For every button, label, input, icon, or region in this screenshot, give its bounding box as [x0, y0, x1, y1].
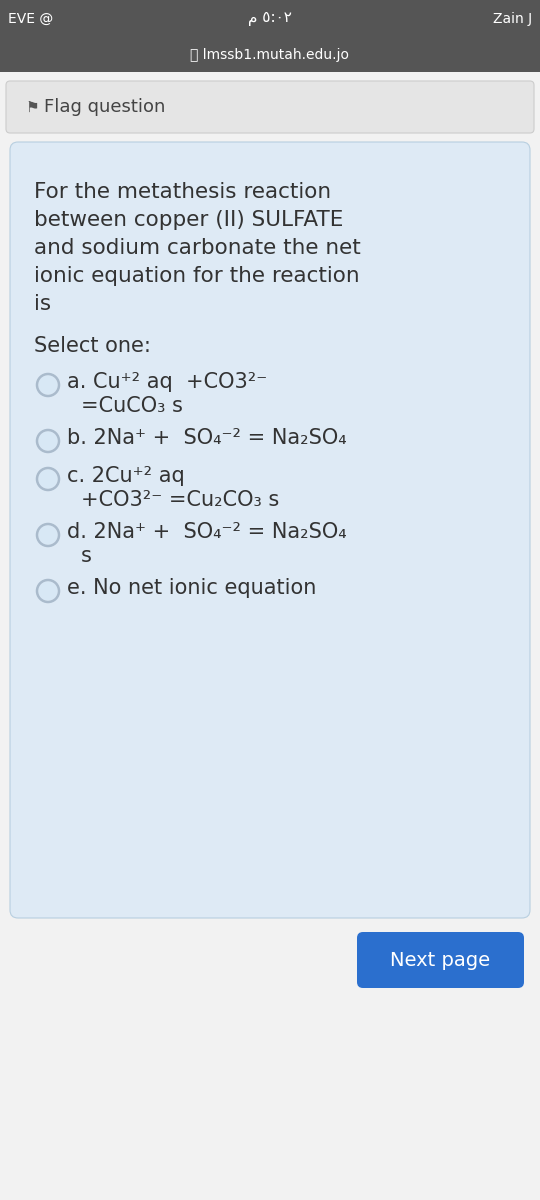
- Circle shape: [38, 432, 57, 450]
- FancyBboxPatch shape: [0, 0, 540, 38]
- Text: c. 2Cu⁺² aq: c. 2Cu⁺² aq: [67, 466, 185, 486]
- Text: b. 2Na⁺ +  SO₄⁻² = Na₂SO₄: b. 2Na⁺ + SO₄⁻² = Na₂SO₄: [67, 428, 347, 448]
- Circle shape: [38, 526, 57, 545]
- FancyBboxPatch shape: [0, 72, 540, 1200]
- Text: EVE @: EVE @: [8, 12, 53, 26]
- Circle shape: [38, 469, 57, 488]
- Text: Next page: Next page: [390, 950, 490, 970]
- Text: and sodium carbonate the net: and sodium carbonate the net: [34, 238, 361, 258]
- Text: between copper (II) SULFATE: between copper (II) SULFATE: [34, 210, 343, 230]
- Text: a. Cu⁺² aq  +CO3²⁻: a. Cu⁺² aq +CO3²⁻: [67, 372, 267, 392]
- Text: =CuCO₃ s: =CuCO₃ s: [81, 396, 183, 416]
- Text: Flag question: Flag question: [44, 98, 165, 116]
- Text: +CO3²⁻ =Cu₂CO₃ s: +CO3²⁻ =Cu₂CO₃ s: [81, 490, 279, 510]
- Text: Select one:: Select one:: [34, 336, 151, 356]
- Text: e. No net ionic equation: e. No net ionic equation: [67, 578, 316, 598]
- Circle shape: [38, 376, 57, 395]
- FancyBboxPatch shape: [10, 142, 530, 918]
- Text: For the metathesis reaction: For the metathesis reaction: [34, 182, 331, 202]
- Text: is: is: [34, 294, 51, 314]
- Text: ionic equation for the reaction: ionic equation for the reaction: [34, 266, 360, 286]
- Circle shape: [38, 582, 57, 600]
- Text: Zain J: Zain J: [493, 12, 532, 26]
- FancyBboxPatch shape: [357, 932, 524, 988]
- Text: م ٥:٠٢: م ٥:٠٢: [248, 12, 292, 26]
- FancyBboxPatch shape: [0, 38, 540, 72]
- FancyBboxPatch shape: [6, 80, 534, 133]
- Text: d. 2Na⁺ +  SO₄⁻² = Na₂SO₄: d. 2Na⁺ + SO₄⁻² = Na₂SO₄: [67, 522, 347, 542]
- Text: 🔒 lmssb1.mutah.edu.jo: 🔒 lmssb1.mutah.edu.jo: [191, 48, 349, 62]
- Text: s: s: [81, 546, 92, 566]
- Text: ⚑: ⚑: [25, 100, 39, 114]
